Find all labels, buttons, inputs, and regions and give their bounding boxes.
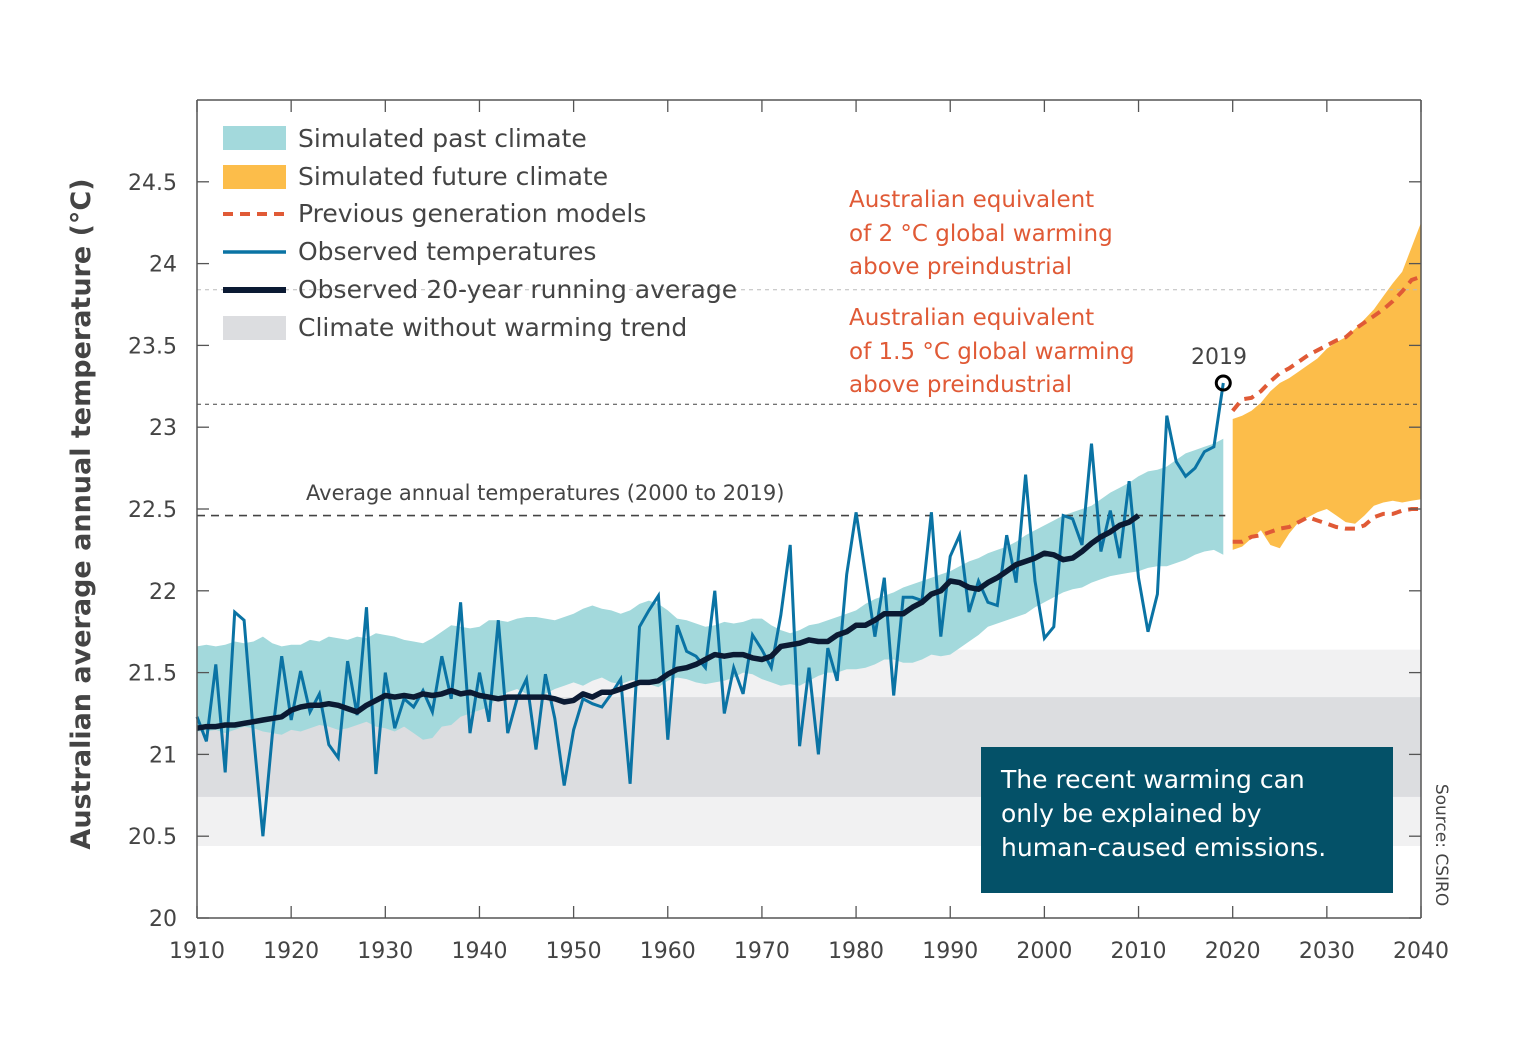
y-tick-label: 21 [149, 743, 177, 768]
y-tick-label: 24.5 [128, 171, 177, 196]
warming-1-5c-line-3: above preindustrial [849, 372, 1072, 398]
legend-label-previous-models: Previous generation models [298, 199, 646, 228]
x-tick-label: 1910 [169, 939, 225, 964]
callout-box: The recent warming can only be explained… [981, 747, 1393, 893]
y-tick-label: 20 [149, 907, 177, 932]
x-tick-label: 2030 [1299, 939, 1355, 964]
legend-label-running-average: Observed 20-year running average [298, 275, 737, 304]
x-tick-label: 2020 [1205, 939, 1261, 964]
y-tick-label: 20.5 [128, 825, 177, 850]
y-tick-label: 23.5 [128, 334, 177, 359]
callout-line-2: only be explained by [1001, 799, 1262, 828]
source-label: Source: CSIRO [1431, 784, 1451, 906]
legend-swatch-simulated-past [223, 126, 286, 150]
x-tick-label: 1920 [263, 939, 319, 964]
warming-2c-line-2: of 2 °C global warming [849, 221, 1113, 247]
x-tick-label: 1950 [546, 939, 602, 964]
previous-models-upper-line [1231, 274, 1422, 413]
legend: Simulated past climate Simulated future … [223, 124, 737, 342]
reference-lines-layer [197, 289, 1421, 517]
simulated-future-band [1232, 222, 1421, 550]
legend-label-no-trend: Climate without warming trend [298, 313, 687, 342]
avg-2000-2019-label: Average annual temperatures (2000 to 201… [306, 481, 784, 505]
x-tick-label: 2040 [1393, 939, 1449, 964]
callout-line-3: human-caused emissions. [1001, 833, 1327, 862]
x-tick-label: 2010 [1111, 939, 1167, 964]
x-tick-label: 1970 [734, 939, 790, 964]
legend-swatch-no-trend [223, 316, 286, 340]
callout-line-1: The recent warming can [1001, 765, 1305, 794]
y-tick-label: 21.5 [128, 662, 177, 687]
series-layer [195, 274, 1422, 837]
legend-swatch-simulated-future [223, 165, 286, 189]
x-tick-label: 1990 [922, 939, 978, 964]
y-tick-label: 23 [149, 416, 177, 441]
axes-layer: 20 20.5 21 21.5 22 22.5 23 23.5 24 24.5 1910 1920 19… [128, 99, 1449, 964]
y-tick-label: 22.5 [128, 498, 177, 523]
marker-2019-label: 2019 [1191, 345, 1247, 370]
x-tick-label: 1960 [640, 939, 696, 964]
legend-label-observed: Observed temperatures [298, 237, 596, 266]
legend-label-simulated-past: Simulated past climate [298, 124, 587, 153]
observed-temperature-line [195, 382, 1225, 837]
legend-label-simulated-future: Simulated future climate [298, 162, 608, 191]
warming-1-5c-line-2: of 1.5 °C global warming [849, 339, 1135, 365]
warming-2c-line-3: above preindustrial [849, 254, 1072, 280]
x-tick-label: 1940 [451, 939, 507, 964]
x-tick-label: 1930 [357, 939, 413, 964]
y-tick-label: 22 [149, 580, 177, 605]
x-tick-label: 2000 [1016, 939, 1072, 964]
y-axis-title: Australian average annual temperature (°… [66, 178, 97, 849]
x-tick-label: 1980 [828, 939, 884, 964]
y-tick-label: 24 [149, 253, 177, 278]
marker-2019-circle [1214, 374, 1232, 392]
running-average-line [196, 513, 1141, 731]
warming-1-5c-line-1: Australian equivalent [849, 305, 1094, 331]
warming-2c-line-1: Australian equivalent [849, 187, 1094, 213]
